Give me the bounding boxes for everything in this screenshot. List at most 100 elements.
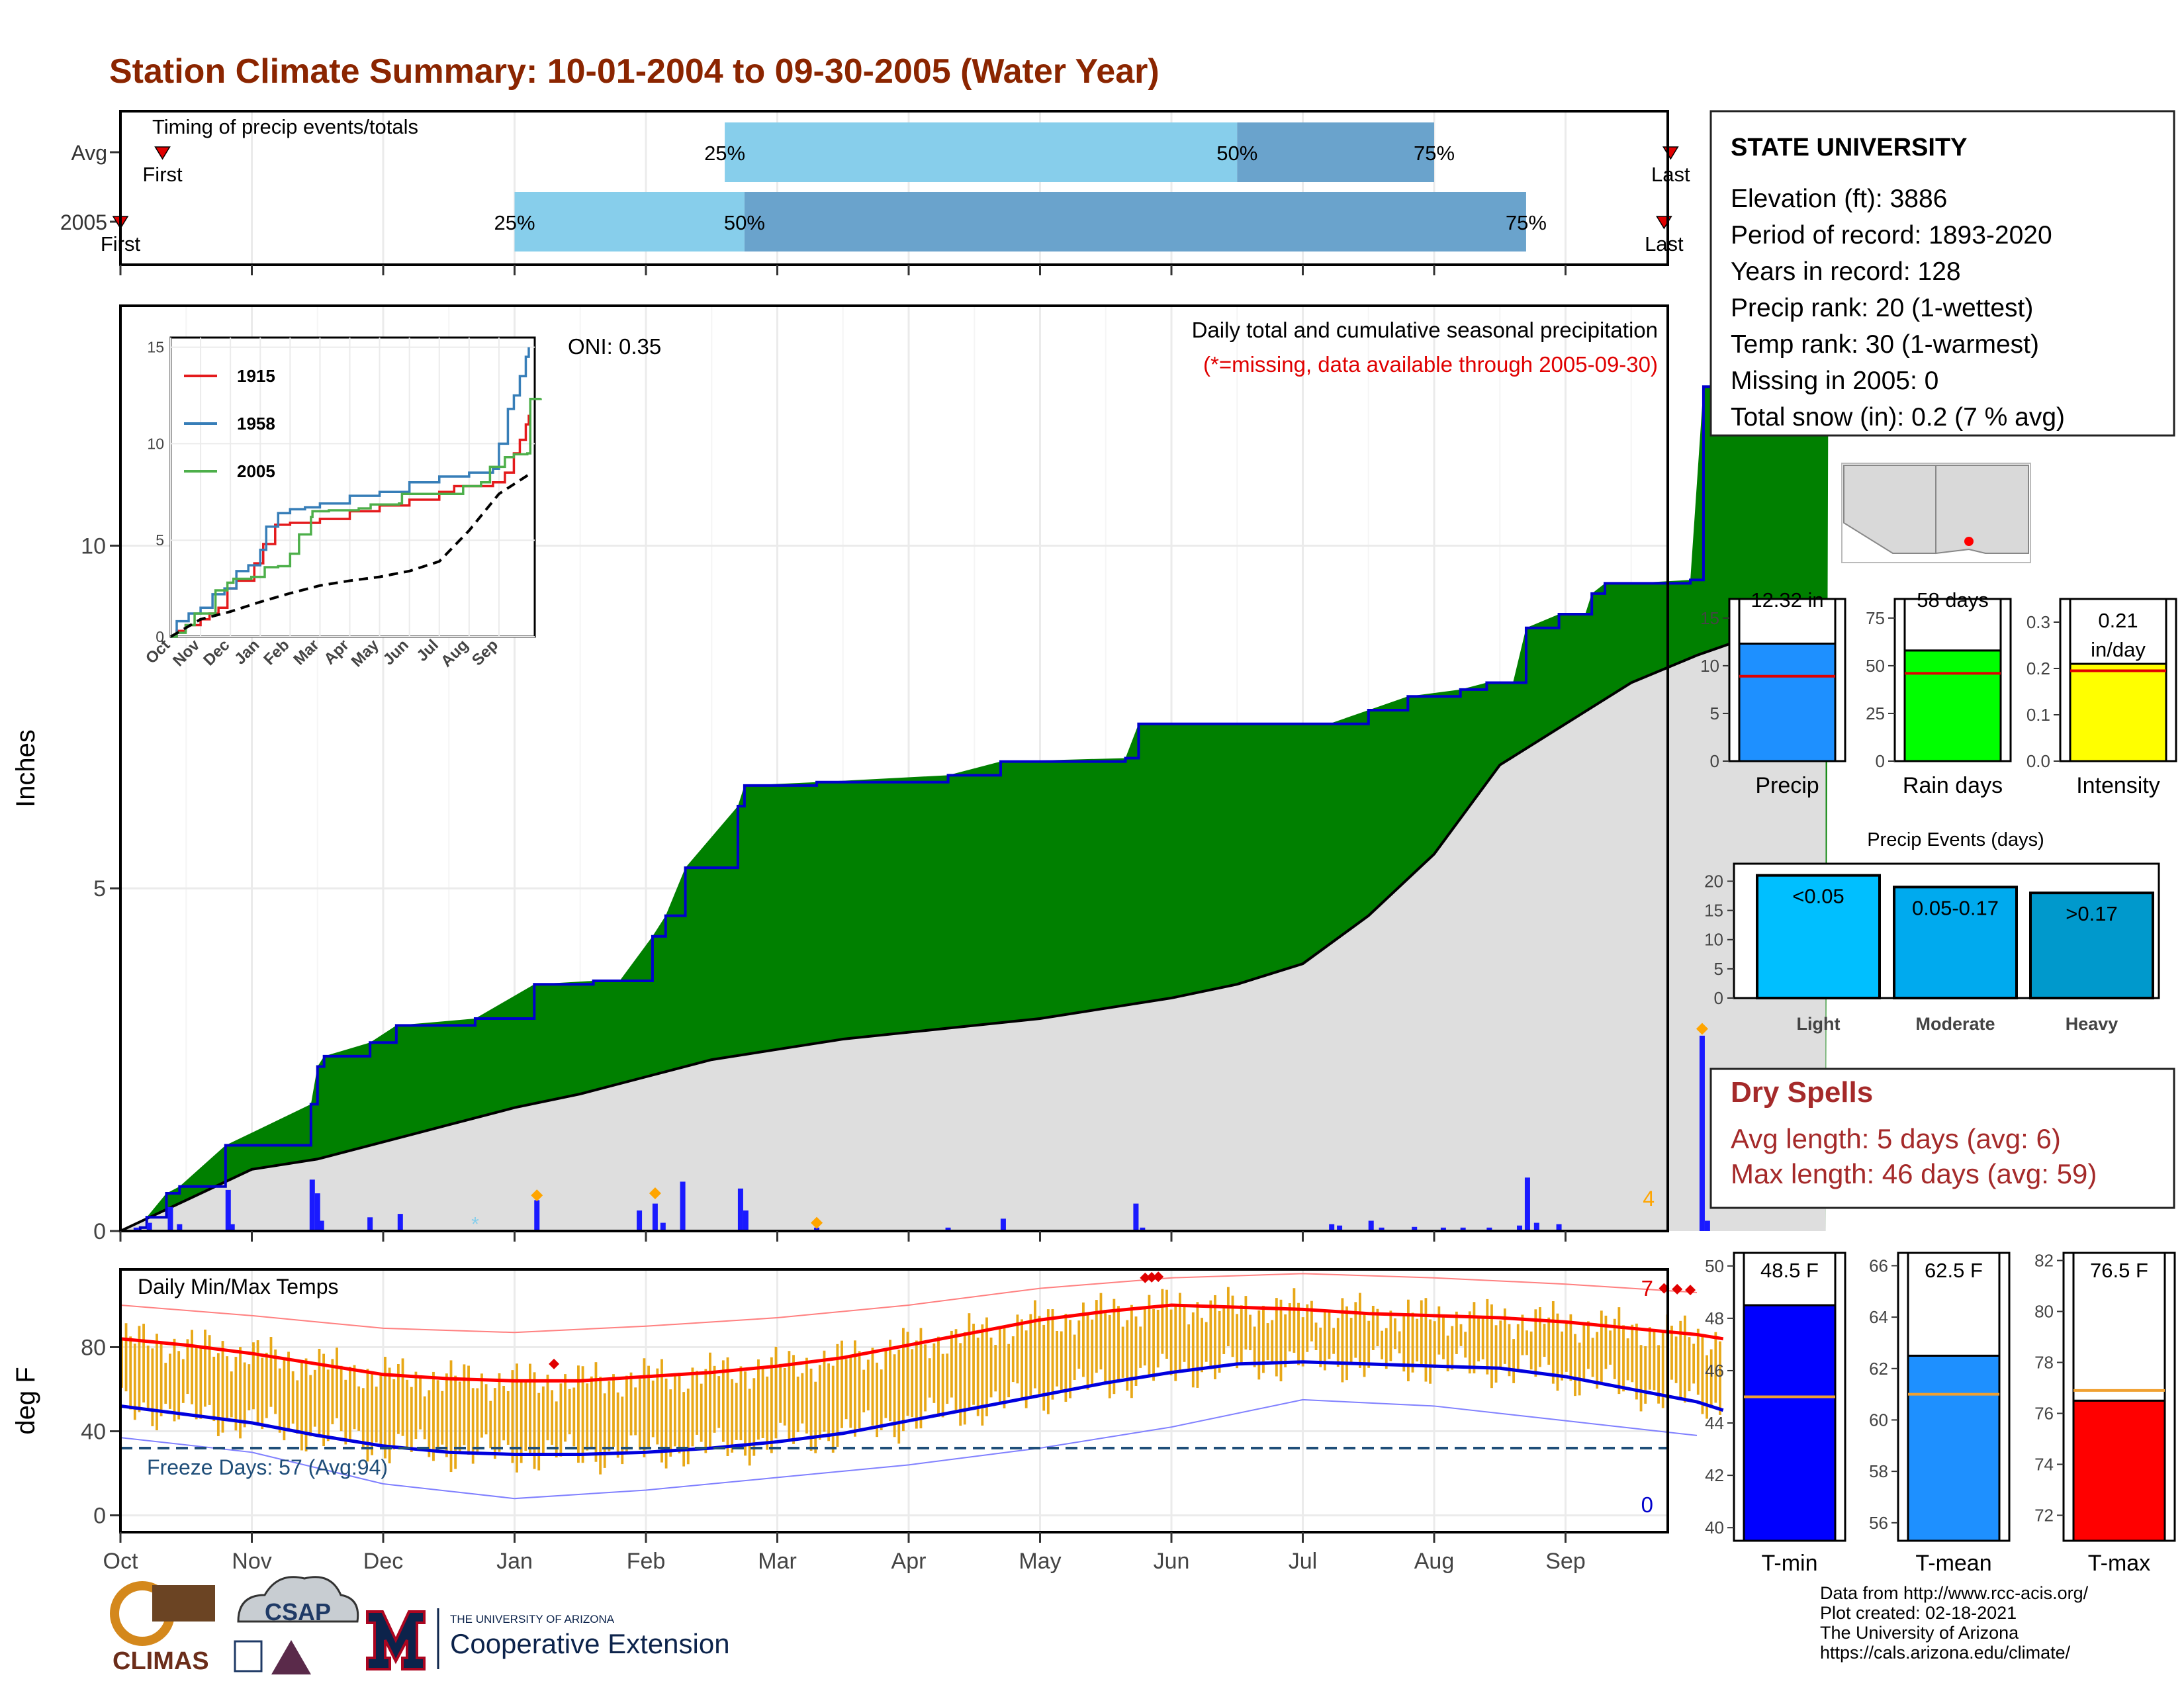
daily-temp-bar <box>1148 1295 1151 1377</box>
daily-temp-bar <box>1314 1322 1318 1350</box>
daily-temp-bar <box>1038 1316 1041 1395</box>
daily-precip-bar <box>637 1210 643 1231</box>
station-info-line: Total snow (in): 0.2 (7 % avg) <box>1731 403 2065 432</box>
daily-temp-bar <box>660 1359 663 1463</box>
daily-temp-bar <box>901 1328 905 1432</box>
daily-temp-bar <box>406 1379 409 1449</box>
daily-temp-bar <box>612 1374 615 1447</box>
daily-temp-bar <box>476 1388 479 1455</box>
inset-legend-label: 2005 <box>237 461 275 481</box>
daily-temp-bar <box>735 1383 738 1440</box>
station-info-line: Period of record: 1893-2020 <box>1731 221 2052 250</box>
daily-temp-bar <box>998 1327 1001 1402</box>
daily-temp-bar <box>164 1363 167 1404</box>
timing-percent-label: 25% <box>704 142 745 165</box>
daily-temp-bar <box>594 1362 598 1462</box>
climatology-line <box>120 637 1826 1232</box>
daily-temp-bar <box>673 1373 676 1447</box>
daily-temp-bar <box>1178 1293 1181 1371</box>
record-low-count: 0 <box>1641 1492 1653 1517</box>
daily-temp-bar <box>344 1379 347 1445</box>
dry-spells-title: Dry Spells <box>1731 1076 1873 1109</box>
station-info-line: Missing in 2005: 0 <box>1731 367 1938 395</box>
daily-temp-bar <box>1516 1324 1520 1372</box>
timing-marker <box>154 146 171 160</box>
daily-temp-bar <box>1056 1330 1059 1387</box>
daily-temp-bar <box>691 1367 694 1447</box>
temp-value-label: 76.5 F <box>2090 1259 2148 1282</box>
daily-temp-bar <box>1389 1310 1392 1361</box>
daily-temp-bar <box>1574 1334 1576 1396</box>
daily-temp-bar <box>1512 1339 1516 1383</box>
record-high-marker <box>1153 1271 1164 1283</box>
daily-temp-bar <box>906 1332 909 1416</box>
daily-precip-bar <box>1533 1222 1539 1231</box>
record-high-marker <box>1672 1283 1683 1295</box>
x-tick-label: Sep <box>1545 1549 1586 1574</box>
dry-spells-avg: Avg length: 5 days (avg: 6) <box>1731 1123 2061 1154</box>
daily-temp-bar <box>933 1343 936 1403</box>
precip-note: (*=missing, data available through 2005-… <box>1203 352 1658 377</box>
daily-temp-bar <box>1626 1338 1629 1381</box>
station-box-frame <box>1709 110 2175 437</box>
daily-temp-bar <box>252 1342 255 1410</box>
daily-temp-bar <box>239 1347 242 1439</box>
temp-y-tick-label: 42 <box>1705 1465 1724 1485</box>
daily-temp-bar <box>300 1362 303 1451</box>
daily-temp-bar <box>471 1388 475 1464</box>
daily-temp-bar <box>629 1372 633 1436</box>
daily-temp-bar <box>410 1387 413 1453</box>
temp-y-tick-label: 74 <box>2034 1455 2054 1475</box>
station-info-line: Temp rank: 30 (1-warmest) <box>1731 330 2039 359</box>
daily-precip-bar <box>1133 1203 1139 1231</box>
daily-precip-bar <box>737 1188 743 1231</box>
daily-temp-bar <box>156 1334 158 1431</box>
daily-temp-bar <box>616 1392 619 1458</box>
daily-temp-bar <box>1249 1314 1251 1351</box>
temp-category-label: T-max <box>2088 1551 2150 1576</box>
daily-temp-bar <box>704 1369 707 1453</box>
inset-series-line <box>171 397 542 638</box>
summary-value-label: 58 days <box>1917 588 1989 612</box>
daily-temp-bar <box>326 1369 330 1441</box>
daily-temp-bar <box>142 1324 145 1403</box>
summary-category-label: Precip <box>1755 773 1819 798</box>
daily-temp-bar <box>159 1343 163 1416</box>
daily-temp-bar <box>774 1346 778 1439</box>
daily-temp-bar <box>946 1353 949 1404</box>
summary-category-label: Rain days <box>1903 773 2003 798</box>
daily-temp-bar <box>1082 1303 1085 1377</box>
daily-temp-bar <box>972 1324 975 1405</box>
daily-temp-bar <box>498 1373 501 1452</box>
daily-temp-bar <box>1556 1313 1559 1391</box>
daily-temp-bar <box>533 1372 536 1469</box>
summary-bar-charts: 0 5 10 15 12.32 in Precip 0 25 50 75 58 days Rain d… <box>1700 588 2177 798</box>
daily-temp-bar <box>204 1329 206 1407</box>
record-high-marker <box>1140 1272 1151 1283</box>
timing-marker-label: First <box>142 163 183 186</box>
daily-temp-bar <box>928 1358 931 1398</box>
summary-y-tick-label: 50 <box>1866 656 1885 676</box>
temp-y-tick-label: 44 <box>1705 1413 1724 1433</box>
daily-temp-bar <box>511 1370 514 1463</box>
daily-temp-bar <box>1024 1330 1028 1408</box>
daily-temp-bar <box>599 1377 602 1475</box>
summary-y-tick-label: 0.1 <box>2026 705 2050 725</box>
daily-temp-bar <box>1143 1307 1146 1366</box>
x-tick-label: Jul <box>1289 1549 1317 1574</box>
daily-temp-bar <box>357 1386 361 1431</box>
daily-temp-bar <box>1578 1342 1581 1396</box>
daily-temp-bar <box>1569 1314 1572 1381</box>
daily-temp-bar <box>709 1352 711 1449</box>
daily-temp-bar <box>1156 1310 1160 1368</box>
daily-precip-bar <box>318 1220 324 1231</box>
oni-label: ONI: 0.35 <box>568 334 661 359</box>
daily-temp-bar <box>770 1357 773 1453</box>
station-info-box: STATE UNIVERSITY Elevation (ft): 3886 Peri… <box>1709 110 2175 437</box>
daily-temp-bar <box>669 1389 672 1457</box>
inset-series-line <box>169 473 530 638</box>
temp-value-bar <box>2072 1399 2166 1542</box>
max-event-marker <box>811 1216 823 1229</box>
timing-marker-label: Last <box>1645 232 1684 255</box>
